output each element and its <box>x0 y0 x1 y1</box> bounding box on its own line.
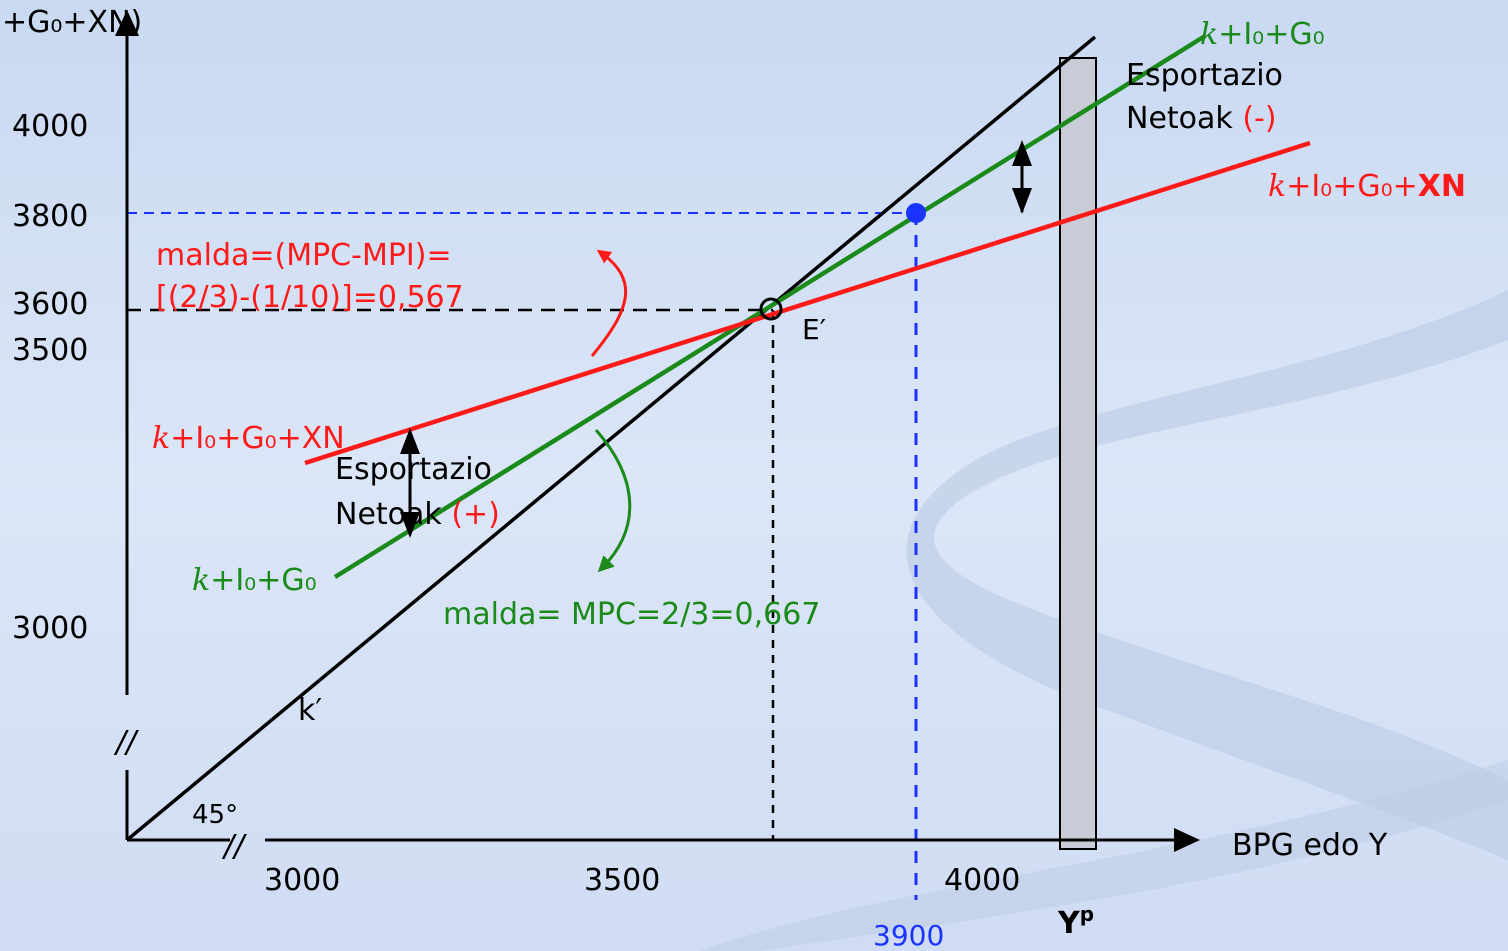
potential-output-label: Yp <box>1057 902 1094 941</box>
x-tick-4000: 4000 <box>944 863 1020 898</box>
label-red-right: k+I₀+G₀+XN <box>1268 169 1466 204</box>
label-green-bottom: k+I₀+G₀ <box>192 563 317 598</box>
y-axis-break: // <box>113 725 139 760</box>
net-exports-left-arrow-bottom <box>400 512 420 538</box>
exports-right-text-1: Esportazio <box>1126 58 1283 93</box>
line-red-expenditure <box>304 140 1311 466</box>
exports-left-text-2: Netoak (+) <box>335 497 500 532</box>
label-red-left: k+I₀+G₀+XN <box>152 421 345 456</box>
x-axis-title: BPG edo Y <box>1232 828 1388 863</box>
slope-green-text: malda= MPC=2/3=0,667 <box>443 597 820 632</box>
y-tick-3000: 3000 <box>12 611 88 646</box>
exports-right-text-2: Netoak (-) <box>1126 101 1277 136</box>
slope-red-pointer <box>590 249 628 357</box>
line-green-expenditure <box>333 34 1207 579</box>
x-tick-3500: 3500 <box>584 863 660 898</box>
net-exports-right-arrow-bottom <box>1012 188 1032 214</box>
slope-red-text-1: malda=(MPC-MPI)= <box>156 238 452 273</box>
slope-red-text-2: [(2/3)-(1/10)]=0,567 <box>156 280 464 315</box>
y-tick-3500: 3500 <box>12 333 88 368</box>
exports-left-text-1: Esportazio <box>335 452 492 487</box>
y-tick-3800: 3800 <box>12 199 88 234</box>
label-green-top: k+I₀+G₀ <box>1200 17 1325 52</box>
x-axis-arrowhead <box>1174 828 1200 852</box>
potential-output-band <box>1059 57 1097 850</box>
net-exports-left-arrow-top <box>400 428 420 454</box>
y-axis-arrowhead <box>115 10 139 36</box>
line-45-degree <box>125 35 1097 842</box>
equilibrium-label: E′ <box>802 313 826 346</box>
angle-label-45: 45° <box>192 800 238 830</box>
x-tick-3000: 3000 <box>264 863 340 898</box>
y-axis-title: +G₀+XN) <box>2 5 142 40</box>
y-tick-4000: 4000 <box>12 109 88 144</box>
x-axis-break: // <box>221 829 247 864</box>
y-tick-3600: 3600 <box>12 287 88 322</box>
net-exports-right-arrow-top <box>1012 140 1032 166</box>
background-swirl <box>906 290 1508 860</box>
background-swirl-2 <box>700 760 1508 951</box>
line-45-label: k′ <box>298 693 322 728</box>
equilibrium-point <box>759 297 783 321</box>
x-tick-3900: 3900 <box>873 919 944 951</box>
potential-point-blue <box>906 203 926 223</box>
slope-green-pointer <box>594 429 632 573</box>
